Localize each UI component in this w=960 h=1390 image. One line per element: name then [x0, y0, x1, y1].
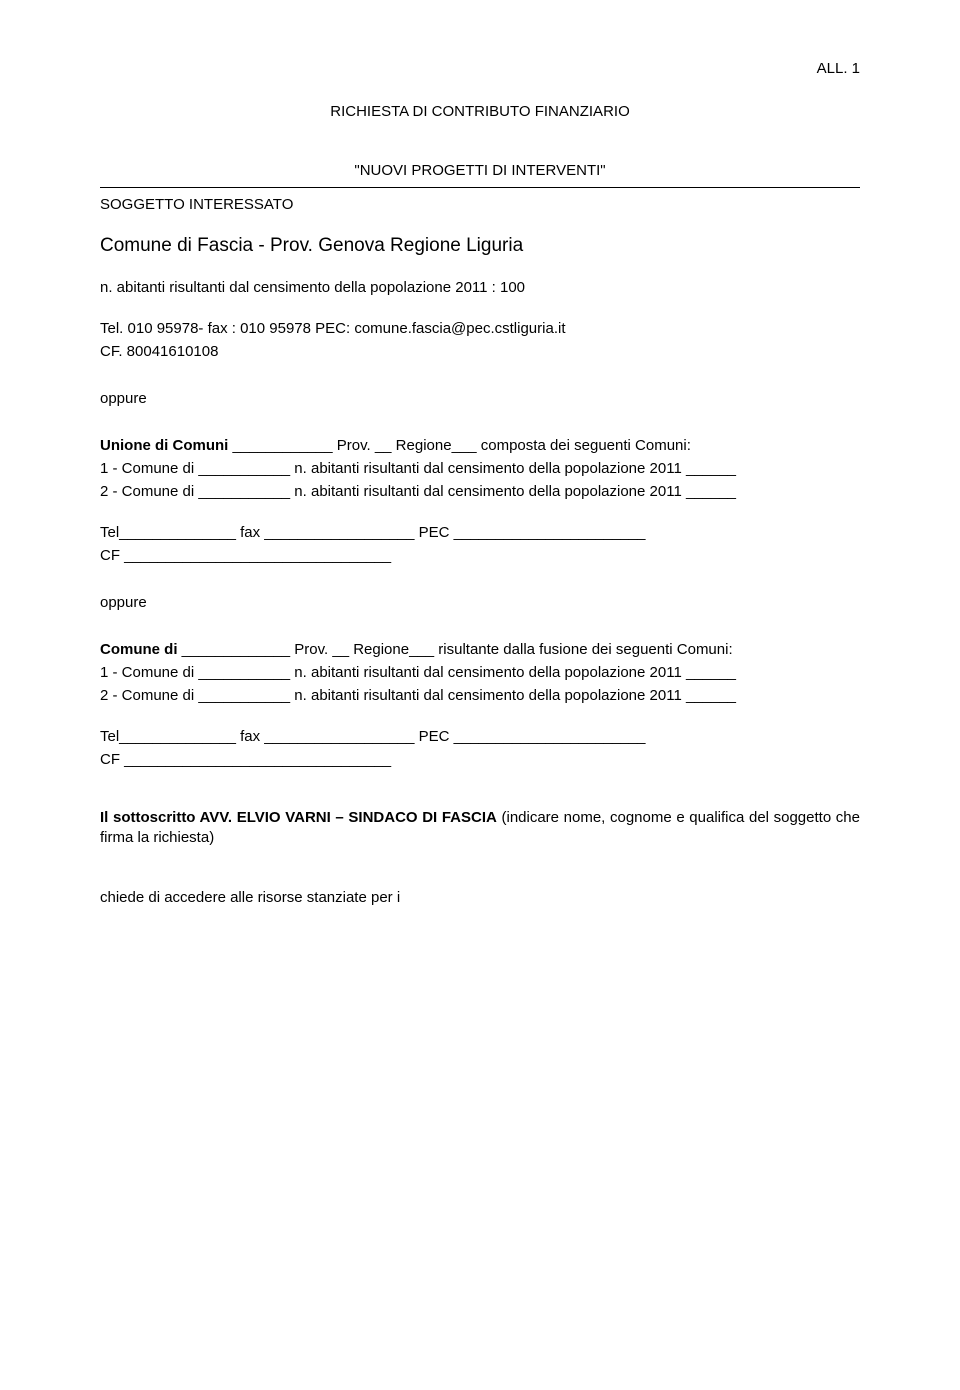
- oppure-1: oppure: [100, 390, 860, 407]
- divider: [100, 187, 860, 188]
- cf-blank-2: CF ________________________________: [100, 751, 860, 768]
- cf-line: CF. 80041610108: [100, 343, 860, 360]
- fusione-bold: Comune di: [100, 641, 178, 658]
- fusione-line-2: 1 - Comune di ___________ n. abitanti ri…: [100, 664, 860, 681]
- fusione-rest: _____________ Prov. __ Regione___ risult…: [178, 641, 733, 658]
- cf-blank-1: CF ________________________________: [100, 547, 860, 564]
- tel-fax-pec-1: Tel______________ fax __________________…: [100, 524, 860, 541]
- unione-line-3: 2 - Comune di ___________ n. abitanti ri…: [100, 483, 860, 500]
- comune-line: Comune di Fascia - Prov. Genova Regione …: [100, 235, 860, 257]
- document-subtitle: "NUOVI PROGETTI DI INTERVENTI": [100, 162, 860, 179]
- chiede-line: chiede di accedere alle risorse stanziat…: [100, 889, 860, 906]
- allegato-label: ALL. 1: [100, 60, 860, 77]
- page: ALL. 1 RICHIESTA DI CONTRIBUTO FINANZIAR…: [0, 0, 960, 1390]
- unione-rest: ____________ Prov. __ Regione___ compost…: [228, 437, 691, 454]
- sottoscritto-line: Il sottoscritto AVV. ELVIO VARNI – SINDA…: [100, 808, 860, 849]
- document-title: RICHIESTA DI CONTRIBUTO FINANZIARIO: [100, 103, 860, 120]
- abitanti-line: n. abitanti risultanti dal censimento de…: [100, 279, 860, 296]
- contact-line: Tel. 010 95978- fax : 010 95978 PEC: com…: [100, 320, 860, 337]
- sottoscritto-bold: Il sottoscritto AVV. ELVIO VARNI – SINDA…: [100, 809, 497, 826]
- unione-bold: Unione di Comuni: [100, 437, 228, 454]
- fusione-line-3: 2 - Comune di ___________ n. abitanti ri…: [100, 687, 860, 704]
- tel-fax-pec-2: Tel______________ fax __________________…: [100, 728, 860, 745]
- unione-line-2: 1 - Comune di ___________ n. abitanti ri…: [100, 460, 860, 477]
- soggetto-label: SOGGETTO INTERESSATO: [100, 196, 860, 213]
- oppure-2: oppure: [100, 594, 860, 611]
- unione-line-1: Unione di Comuni ____________ Prov. __ R…: [100, 437, 860, 454]
- fusione-line-1: Comune di _____________ Prov. __ Regione…: [100, 641, 860, 658]
